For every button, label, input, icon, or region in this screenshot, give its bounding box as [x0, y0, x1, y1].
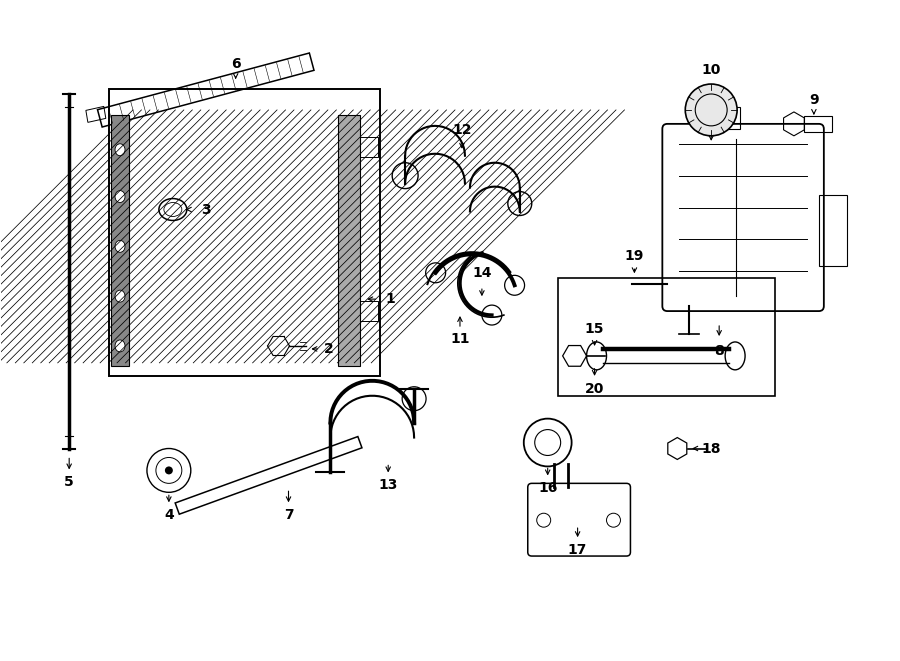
Bar — [804, 116, 832, 132]
Text: 4: 4 — [164, 508, 174, 522]
Text: 10: 10 — [701, 63, 721, 77]
Ellipse shape — [115, 290, 125, 302]
Bar — [109, 89, 380, 376]
Text: 9: 9 — [809, 93, 819, 107]
Text: 11: 11 — [450, 332, 470, 346]
Text: 18: 18 — [701, 442, 721, 455]
Text: 16: 16 — [538, 481, 557, 495]
Text: 6: 6 — [231, 57, 240, 71]
Text: 19: 19 — [625, 249, 644, 263]
Bar — [558, 278, 775, 396]
Text: 5: 5 — [64, 475, 74, 489]
Text: 15: 15 — [585, 322, 604, 336]
Bar — [360, 137, 378, 157]
Ellipse shape — [115, 144, 125, 156]
Bar — [360, 301, 378, 321]
Bar — [819, 194, 847, 266]
Text: 20: 20 — [585, 382, 604, 396]
Text: 1: 1 — [385, 292, 395, 306]
Text: 8: 8 — [715, 344, 724, 358]
Bar — [111, 115, 129, 366]
Ellipse shape — [115, 241, 125, 253]
Text: 3: 3 — [201, 202, 211, 217]
Ellipse shape — [115, 340, 125, 352]
Bar — [702, 107, 740, 129]
Text: 12: 12 — [452, 123, 472, 137]
Text: 17: 17 — [568, 543, 588, 557]
Ellipse shape — [115, 190, 125, 202]
Text: 2: 2 — [323, 342, 333, 356]
Text: 7: 7 — [284, 508, 293, 522]
Circle shape — [165, 467, 173, 475]
Text: 14: 14 — [472, 266, 491, 280]
Text: 13: 13 — [379, 479, 398, 492]
Bar — [338, 115, 360, 366]
Circle shape — [685, 84, 737, 136]
